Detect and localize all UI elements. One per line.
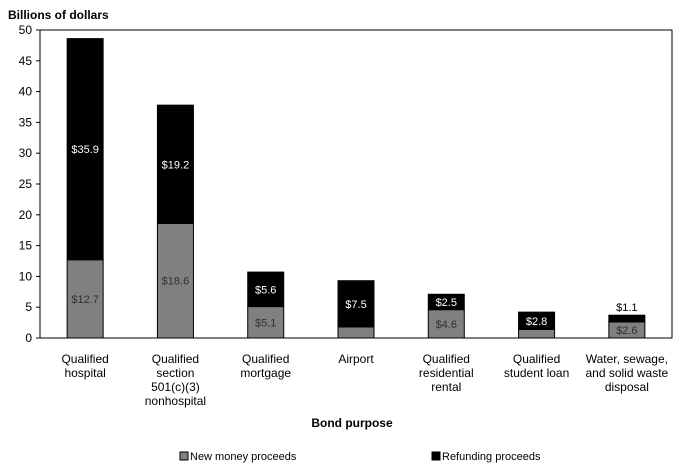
data-label-refunding: $5.6 [255,284,276,296]
y-tick-label: 50 [19,23,33,37]
data-label-refunding: $1.1 [616,302,637,314]
x-category-label: Qualified student loan [504,352,569,380]
data-label-new-money: $18.6 [162,276,190,288]
bar-refunding [337,280,375,328]
x-axis-title: Bond purpose [311,416,393,430]
data-label-new-money: $5.1 [255,317,276,329]
x-category-label: Qualified mortgage [240,352,291,380]
y-tick-label: 25 [19,177,33,191]
bar-refunding [427,293,465,311]
bar-new-money [427,309,465,339]
x-category-label: Qualified residential rental [419,352,474,394]
bar-refunding [247,271,285,308]
legend-label-new-money: New money proceeds [190,451,297,463]
data-label-refunding: $2.8 [526,316,547,328]
x-category-label: Qualified section 501(c)(3) nonhospital [145,352,206,408]
data-label-refunding: $2.5 [436,297,457,309]
bar-refunding [66,38,104,261]
data-label-refunding: $7.5 [345,299,366,311]
legend-label-refunding: Refunding proceeds [442,451,541,463]
data-label-new-money: $4.6 [436,319,457,331]
y-tick-label: 40 [19,85,33,99]
legend-swatch-refunding [431,451,441,461]
bar-new-money [66,259,104,339]
legend: New money proceeds Refunding proceeds [179,451,541,463]
x-category-label: Qualified hospital [61,352,108,380]
y-tick-label: 35 [19,115,33,129]
data-label-new-money: $2.6 [616,325,637,337]
y-axis-title: Billions of dollars [8,8,109,22]
bar-new-money [156,222,194,339]
data-label-refunding: $19.2 [162,159,190,171]
data-label-refunding: $35.9 [71,144,99,156]
bar-refunding [518,311,556,330]
bar-new-money [518,328,556,339]
x-category-label: Water, sewage, and solid waste disposal [585,352,668,394]
y-tick-label: 5 [25,300,32,314]
bar-new-money [337,326,375,339]
legend-swatch-new-money [179,451,189,461]
data-label-new-money: $12.7 [71,294,99,306]
y-tick-label: 45 [19,54,33,68]
y-tick-label: 30 [19,146,33,160]
bar-refunding [608,314,646,323]
y-tick-label: 15 [19,239,33,253]
x-category-label: Airport [338,352,374,366]
y-tick-label: 0 [25,331,32,345]
y-tick-label: 10 [19,269,33,283]
y-tick-label: 20 [19,208,33,222]
bar-refunding [156,104,194,224]
